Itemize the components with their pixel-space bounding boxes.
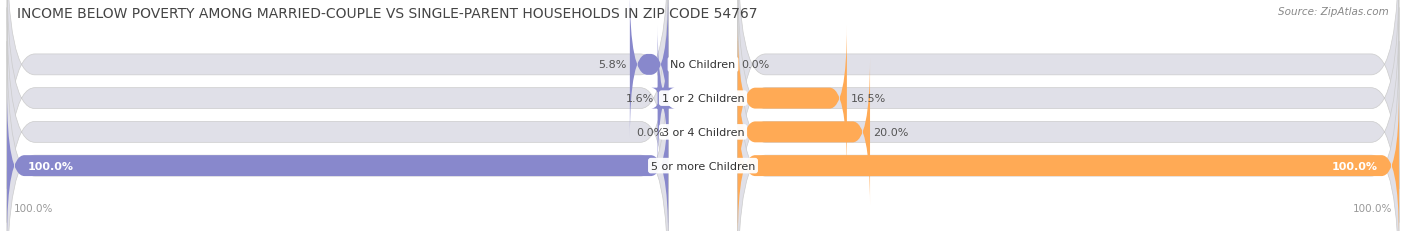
- Text: 100.0%: 100.0%: [28, 161, 75, 171]
- FancyBboxPatch shape: [7, 8, 668, 231]
- FancyBboxPatch shape: [7, 42, 668, 231]
- FancyBboxPatch shape: [738, 59, 870, 206]
- FancyBboxPatch shape: [738, 42, 1399, 231]
- FancyBboxPatch shape: [7, 0, 668, 189]
- Text: 16.5%: 16.5%: [851, 94, 886, 104]
- Text: 0.0%: 0.0%: [637, 127, 665, 137]
- Text: INCOME BELOW POVERTY AMONG MARRIED-COUPLE VS SINGLE-PARENT HOUSEHOLDS IN ZIP COD: INCOME BELOW POVERTY AMONG MARRIED-COUPL…: [17, 7, 758, 21]
- FancyBboxPatch shape: [651, 25, 675, 172]
- Text: 1 or 2 Children: 1 or 2 Children: [662, 94, 744, 104]
- FancyBboxPatch shape: [738, 25, 846, 172]
- FancyBboxPatch shape: [7, 92, 668, 231]
- Text: Source: ZipAtlas.com: Source: ZipAtlas.com: [1278, 7, 1389, 17]
- Text: 5.8%: 5.8%: [598, 60, 627, 70]
- Text: 5 or more Children: 5 or more Children: [651, 161, 755, 171]
- Text: 100.0%: 100.0%: [1353, 203, 1392, 213]
- Text: 100.0%: 100.0%: [1331, 161, 1378, 171]
- FancyBboxPatch shape: [738, 92, 1399, 231]
- FancyBboxPatch shape: [738, 0, 1399, 189]
- Text: 100.0%: 100.0%: [14, 203, 53, 213]
- FancyBboxPatch shape: [738, 0, 1399, 223]
- Text: 1.6%: 1.6%: [626, 94, 654, 104]
- FancyBboxPatch shape: [630, 0, 668, 139]
- Text: 20.0%: 20.0%: [873, 127, 908, 137]
- Text: 0.0%: 0.0%: [741, 60, 769, 70]
- Text: 3 or 4 Children: 3 or 4 Children: [662, 127, 744, 137]
- FancyBboxPatch shape: [738, 8, 1399, 231]
- Text: No Children: No Children: [671, 60, 735, 70]
- FancyBboxPatch shape: [7, 0, 668, 223]
